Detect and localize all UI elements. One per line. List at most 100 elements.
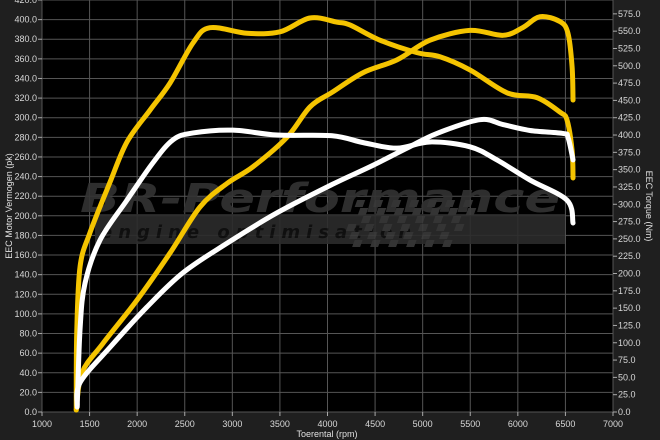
y-left-tick-label: 220.0	[14, 191, 37, 201]
flag-square	[447, 208, 459, 215]
flag-square	[408, 200, 420, 207]
flag-square	[414, 216, 426, 223]
y-left-tick-label: 0.0	[24, 407, 37, 417]
flag-square	[375, 208, 387, 215]
x-tick-label: 2500	[175, 419, 195, 429]
y-right-tick-label: 75.0	[618, 355, 636, 365]
series-line-tuned-power	[73, 13, 576, 413]
y-left-tick-label: 400.0	[14, 15, 37, 25]
y-right-tick-label: 0.0	[618, 407, 631, 417]
svg-text:BR-Performance: BR-Performance	[80, 176, 560, 222]
flag-square	[406, 240, 417, 247]
flag-square	[378, 216, 390, 223]
x-tick-label: 5500	[460, 419, 480, 429]
flag-square	[421, 232, 432, 239]
flag-square	[360, 216, 372, 223]
series-line-tuned-torque	[73, 15, 576, 413]
y-left-tick-label: 80.0	[19, 329, 37, 339]
y-right-tick-label: 575.0	[618, 9, 641, 19]
y-right-tick-label: 475.0	[618, 78, 641, 88]
y-left-tick-label: 280.0	[14, 132, 37, 142]
x-tick-label: 6500	[555, 419, 575, 429]
y-right-tick-label: 550.0	[618, 26, 641, 36]
y-right-tick-label: 250.0	[618, 234, 641, 244]
flag-square	[381, 224, 393, 231]
y-right-tick-label: 175.0	[618, 286, 641, 296]
y-left-tick-label: 60.0	[19, 348, 37, 358]
y-left-tick-label: 120.0	[14, 289, 37, 299]
y-right-tick-label: 500.0	[618, 61, 641, 71]
flag-square	[462, 200, 474, 207]
flag-square	[357, 208, 369, 215]
x-tick-label: 7000	[603, 419, 623, 429]
y-right-tick-label: 275.0	[618, 217, 641, 227]
x-axis-label: Toerental (rpm)	[296, 429, 357, 439]
y-left-tick-label: 360.0	[14, 54, 37, 64]
flag-square	[450, 216, 462, 223]
y-right-tick-label: 100.0	[618, 338, 641, 348]
flag-square	[396, 216, 408, 223]
x-tick-label: 4500	[365, 419, 385, 429]
y-left-tick-label: 100.0	[14, 309, 37, 319]
flag-square	[453, 224, 465, 231]
y-right-tick-label: 300.0	[618, 199, 641, 209]
y-left-tick-label: 300.0	[14, 113, 37, 123]
flag-square	[393, 208, 405, 215]
y-left-tick-label: 200.0	[14, 211, 37, 221]
series-layer	[73, 13, 576, 413]
y-left-tick-label: 240.0	[14, 172, 37, 182]
y-right-tick-label: 400.0	[618, 130, 641, 140]
y-right-tick-label: 200.0	[618, 269, 641, 279]
y-right-tick-label: 125.0	[618, 320, 641, 330]
y-left-tick-label: 140.0	[14, 270, 37, 280]
flag-square	[354, 200, 366, 207]
flag-square	[435, 224, 447, 231]
x-tick-label: 5000	[413, 419, 433, 429]
y-axis-left-label: EEC Motor Vermogen (pk)	[4, 153, 14, 259]
flag-square	[429, 208, 441, 215]
y-left-tick-label: 320.0	[14, 93, 37, 103]
x-tick-label: 4000	[317, 419, 337, 429]
y-right-tick-label: 50.0	[618, 372, 636, 382]
y-left-tick-label: 420.0	[14, 0, 37, 5]
y-left-tick-label: 40.0	[19, 368, 37, 378]
flag-square	[417, 224, 429, 231]
x-tick-label: 3000	[222, 419, 242, 429]
y-right-tick-label: 150.0	[618, 303, 641, 313]
y-right-tick-label: 425.0	[618, 113, 641, 123]
y-right-tick-label: 25.0	[618, 390, 636, 400]
flag-square	[411, 208, 423, 215]
y-left-tick-label: 180.0	[14, 230, 37, 240]
flag-square	[424, 240, 435, 247]
y-right-tick-label: 525.0	[618, 43, 641, 53]
flag-square	[349, 232, 360, 239]
y-left-tick-label: 260.0	[14, 152, 37, 162]
flag-square	[432, 216, 444, 223]
series-line-stock-power	[74, 116, 576, 410]
y-right-tick-label: 375.0	[618, 147, 641, 157]
y-right-tick-label: 325.0	[618, 182, 641, 192]
flag-square	[442, 240, 453, 247]
flag-square	[363, 224, 375, 231]
y-left-tick-label: 20.0	[19, 387, 37, 397]
y-left-tick-label: 340.0	[14, 73, 37, 83]
x-tick-label: 6000	[508, 419, 528, 429]
watermark-logo: BR-Performance engine optimisation	[80, 176, 565, 247]
y-right-tick-label: 225.0	[618, 251, 641, 261]
flag-square	[444, 200, 456, 207]
flag-square	[372, 200, 384, 207]
y-right-tick-label: 350.0	[618, 165, 641, 175]
y-right-tick-label: 450.0	[618, 95, 641, 105]
x-tick-label: 1500	[80, 419, 100, 429]
y-left-tick-label: 380.0	[14, 34, 37, 44]
y-left-tick-label: 160.0	[14, 250, 37, 260]
flag-square	[426, 200, 438, 207]
y-axis-right-label: EEC Torque (Nm)	[644, 171, 654, 242]
flag-square	[439, 232, 450, 239]
flag-square	[399, 224, 411, 231]
flag-square	[370, 240, 381, 247]
flag-square	[345, 224, 357, 231]
x-tick-label: 1000	[32, 419, 52, 429]
flag-square	[385, 232, 396, 239]
